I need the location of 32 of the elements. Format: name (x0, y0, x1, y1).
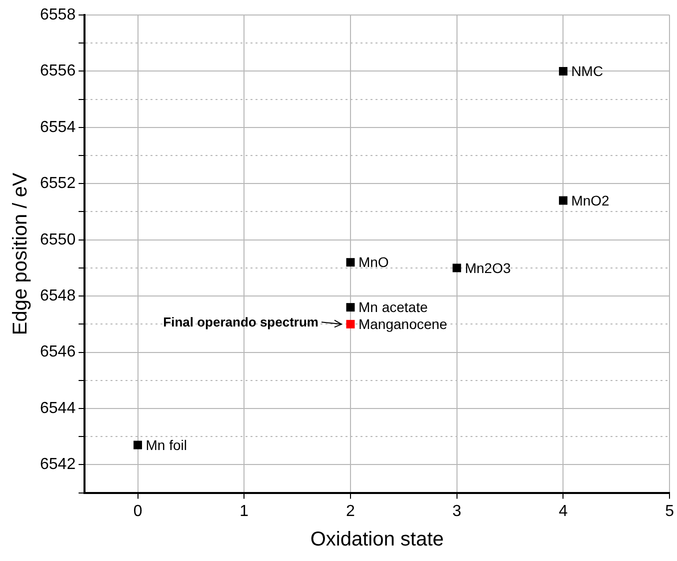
x-tick-label: 5 (665, 502, 674, 520)
annotation: Manganocene (358, 316, 448, 332)
point (346, 258, 355, 267)
annotation: MnO (358, 254, 389, 270)
y-axis-title: Edge position / eV (10, 172, 32, 336)
y-tick-label: 6544 (40, 400, 76, 417)
y-tick-label: 6550 (40, 231, 76, 248)
point (346, 320, 355, 328)
x-tick-label: 0 (133, 502, 142, 520)
annotation: NMC (571, 63, 604, 80)
x-tick-label: 1 (240, 502, 249, 520)
annotation: Mn2O3 (464, 260, 511, 276)
x-tick-label: 3 (452, 502, 462, 520)
annotation: Final operando spectrum (163, 314, 318, 330)
y-tick-label: 6554 (40, 118, 76, 136)
annotation: Mn foil (146, 436, 188, 453)
annotation: Mn acetate (358, 299, 428, 316)
y-tick-label: 6552 (40, 175, 76, 192)
point (346, 303, 355, 312)
point (558, 196, 568, 205)
point (452, 264, 462, 272)
point (134, 440, 142, 450)
y-tick-label: 6558 (40, 6, 76, 24)
x-tick-label: 2 (346, 502, 356, 520)
x-tick-label: 4 (558, 502, 568, 520)
y-tick-label: 6556 (40, 62, 76, 80)
x-axis-title: Oxidation state (310, 528, 444, 551)
point (558, 66, 568, 76)
y-tick-label: 6548 (40, 287, 76, 304)
y-tick-label: 6546 (40, 344, 76, 361)
y-tick-label: 6542 (40, 456, 76, 474)
annotation: MnO2 (571, 192, 610, 208)
